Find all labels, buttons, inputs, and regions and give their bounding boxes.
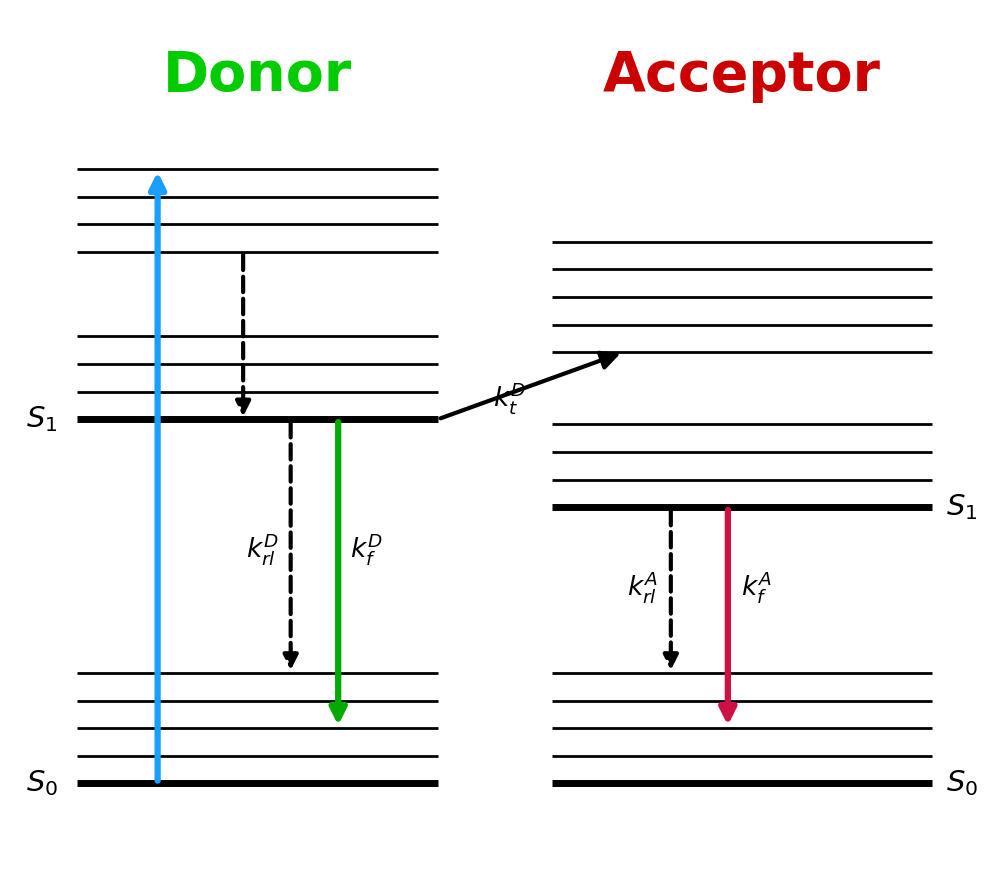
Text: $k_{rl}^D$: $k_{rl}^D$ xyxy=(246,531,278,567)
Text: $k_f^A$: $k_f^A$ xyxy=(742,569,771,604)
Text: $k_{rl}^A$: $k_{rl}^A$ xyxy=(627,569,657,604)
Text: $k_f^D$: $k_f^D$ xyxy=(350,531,383,567)
Text: $S_1$: $S_1$ xyxy=(27,405,57,434)
Text: $S_1$: $S_1$ xyxy=(946,493,978,522)
Text: Donor: Donor xyxy=(162,49,352,103)
Text: Acceptor: Acceptor xyxy=(603,49,881,103)
Text: $S_0$: $S_0$ xyxy=(26,768,57,798)
Text: $k_t^D$: $k_t^D$ xyxy=(493,380,526,416)
Text: $S_0$: $S_0$ xyxy=(946,768,978,798)
